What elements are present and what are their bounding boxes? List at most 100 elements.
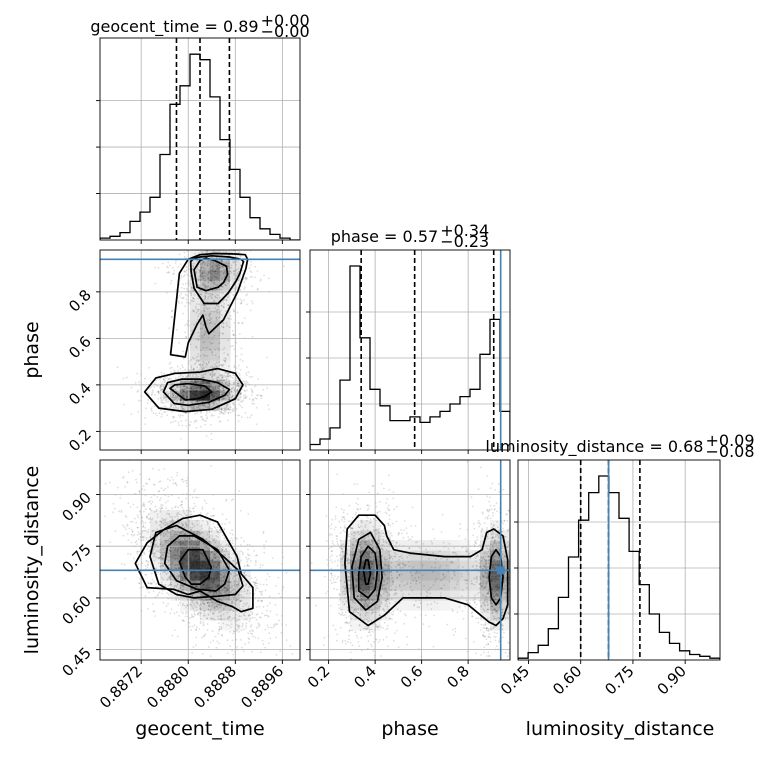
- scatter-point: [177, 538, 180, 541]
- scatter-point: [195, 308, 197, 310]
- scatter-point: [168, 522, 171, 525]
- scatter-point: [258, 623, 260, 626]
- scatter-point: [240, 416, 243, 418]
- scatter-point: [191, 601, 194, 604]
- scatter-point: [191, 297, 194, 300]
- scatter-point: [204, 564, 207, 566]
- scatter-point: [144, 417, 147, 419]
- scatter-point: [199, 271, 201, 273]
- scatter-point: [220, 381, 222, 384]
- scatter-point: [197, 283, 200, 286]
- density-cell: [400, 550, 411, 561]
- scatter-point: [210, 280, 213, 283]
- density-cell: [190, 340, 201, 351]
- scatter-point: [189, 424, 192, 427]
- scatter-point: [447, 547, 450, 550]
- density-cell: [460, 550, 471, 561]
- scatter-point: [188, 537, 191, 540]
- scatter-point: [203, 390, 205, 393]
- scatter-point: [244, 618, 246, 621]
- scatter-point: [190, 289, 193, 291]
- scatter-point: [217, 305, 220, 308]
- scatter-point: [215, 573, 218, 576]
- scatter-point: [127, 539, 130, 541]
- scatter-point: [213, 246, 215, 248]
- scatter-point: [202, 284, 205, 286]
- scatter-point: [210, 601, 213, 603]
- scatter-point: [219, 593, 222, 595]
- scatter-point: [173, 269, 176, 272]
- density-cell: [240, 570, 251, 581]
- scatter-point: [227, 407, 230, 410]
- scatter-point: [209, 286, 212, 289]
- scatter-point: [228, 243, 230, 245]
- scatter-point: [204, 558, 206, 561]
- density-cell: [470, 570, 481, 581]
- scatter-point: [142, 525, 145, 528]
- scatter-point: [176, 635, 179, 638]
- scatter-point: [198, 335, 201, 337]
- scatter-point: [180, 373, 182, 376]
- scatter-point: [223, 347, 226, 349]
- density-cell: [390, 580, 401, 591]
- scatter-point: [237, 583, 240, 586]
- scatter-point: [142, 503, 145, 506]
- scatter-point: [244, 286, 246, 288]
- scatter-point: [209, 366, 212, 369]
- scatter-point: [194, 391, 197, 394]
- scatter-point: [209, 558, 212, 561]
- scatter-point: [474, 606, 476, 609]
- density-cell: [210, 300, 221, 311]
- scatter-point: [201, 652, 204, 655]
- scatter-point: [240, 299, 243, 302]
- scatter-point: [217, 611, 220, 614]
- scatter-point: [213, 414, 216, 417]
- scatter-point: [198, 268, 200, 271]
- scatter-point: [216, 576, 219, 579]
- scatter-point: [192, 266, 195, 268]
- scatter-point: [270, 626, 273, 629]
- scatter-point: [291, 676, 293, 678]
- scatter-point: [186, 395, 189, 398]
- scatter-point: [232, 386, 235, 389]
- scatter-point: [515, 590, 517, 592]
- scatter-point: [253, 583, 256, 586]
- scatter-point: [232, 653, 235, 656]
- density-cell: [170, 540, 181, 551]
- scatter-point: [232, 632, 235, 635]
- scatter-point: [246, 592, 249, 595]
- scatter-point: [225, 375, 228, 378]
- density-cell: [380, 550, 391, 561]
- scatter-point: [236, 298, 239, 300]
- scatter-point: [162, 565, 165, 567]
- scatter-point: [163, 372, 166, 375]
- scatter-point: [177, 549, 180, 552]
- scatter-point: [218, 576, 221, 578]
- scatter-point: [215, 317, 218, 319]
- scatter-point: [199, 388, 202, 391]
- scatter-point: [228, 266, 231, 269]
- scatter-point: [231, 600, 234, 603]
- density-cell: [190, 570, 201, 581]
- scatter-point: [190, 575, 193, 578]
- scatter-point: [219, 266, 221, 269]
- scatter-point: [169, 367, 172, 369]
- scatter-point: [260, 397, 263, 400]
- scatter-point: [261, 639, 264, 642]
- scatter-point: [195, 533, 198, 535]
- scatter-point: [219, 381, 222, 384]
- scatter-point: [172, 421, 175, 423]
- scatter-point: [285, 571, 288, 574]
- density-cell: [180, 370, 191, 381]
- density-luminosity_distance_vs_phase: [340, 520, 510, 631]
- scatter-point: [194, 390, 197, 393]
- scatter-point: [213, 539, 216, 542]
- scatter-point: [207, 608, 210, 611]
- scatter-point: [194, 373, 197, 375]
- scatter-point: [202, 304, 205, 306]
- scatter-point: [210, 571, 213, 573]
- scatter-point: [243, 389, 246, 392]
- scatter-point: [197, 375, 200, 378]
- scatter-point: [186, 389, 189, 392]
- density-cell: [390, 540, 401, 551]
